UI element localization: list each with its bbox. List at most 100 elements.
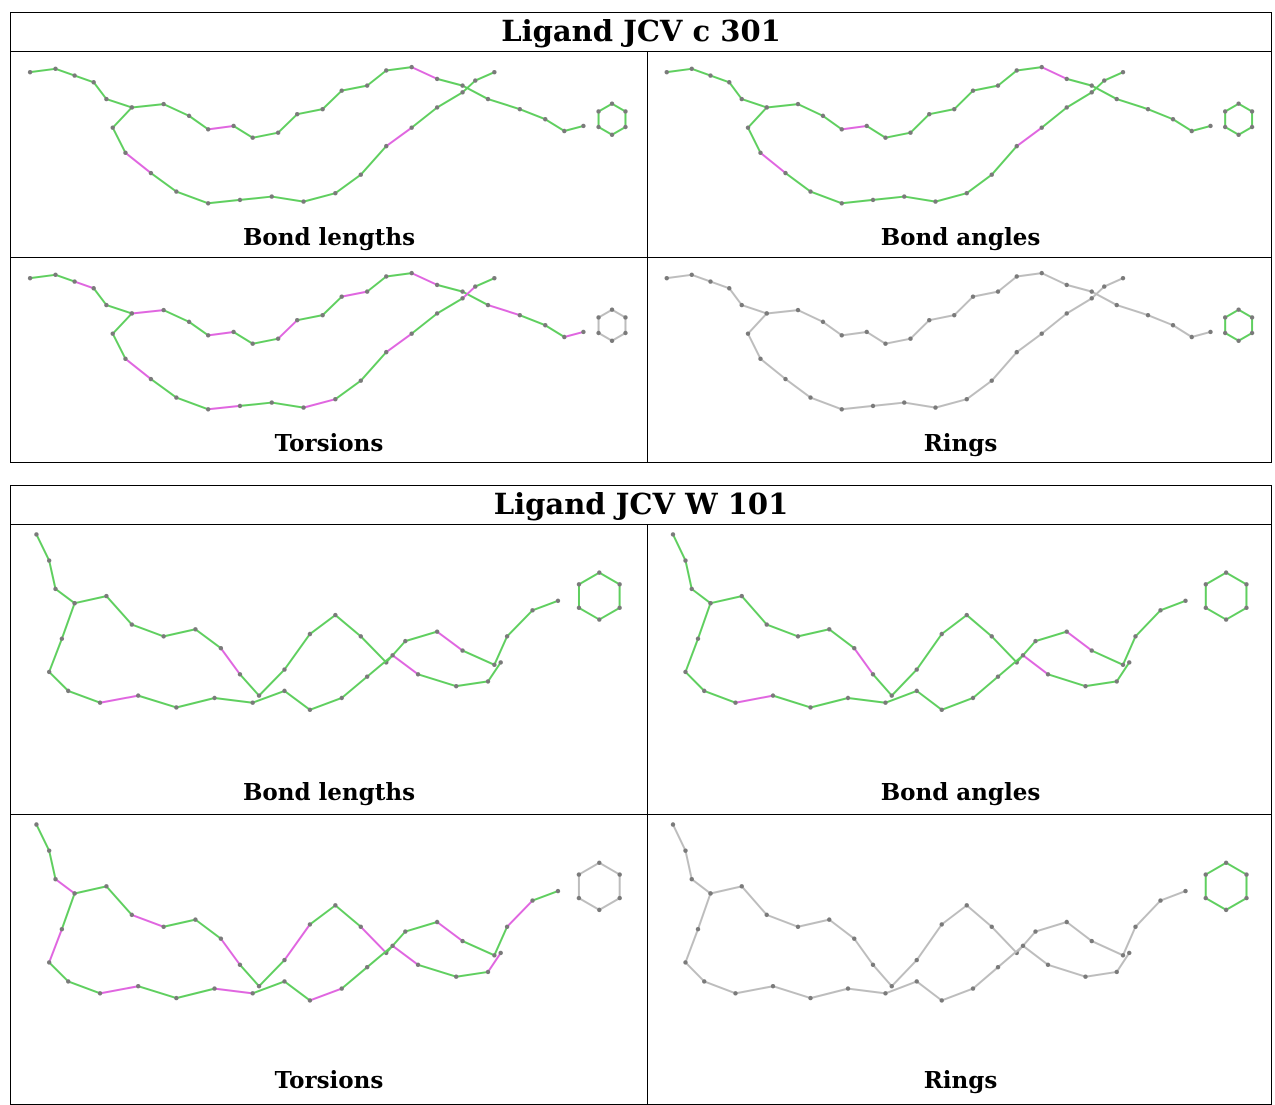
bond <box>1205 897 1227 911</box>
atom <box>576 605 582 611</box>
atom <box>473 284 478 289</box>
bond <box>759 152 787 174</box>
bond <box>740 595 768 626</box>
atom <box>358 172 363 177</box>
atom <box>1249 330 1255 336</box>
atom <box>46 669 52 675</box>
atom <box>883 991 888 996</box>
bond <box>885 980 918 995</box>
bond <box>208 404 241 411</box>
bond <box>48 671 69 692</box>
bond <box>1016 332 1043 353</box>
atom <box>1127 950 1132 956</box>
atom <box>739 96 744 102</box>
bond <box>904 195 936 203</box>
bond <box>747 312 768 335</box>
bond <box>334 173 362 195</box>
atom <box>870 403 876 409</box>
atom <box>415 672 421 677</box>
bond <box>991 635 1018 664</box>
bond <box>966 379 993 401</box>
bond <box>112 312 133 335</box>
atom <box>123 356 128 362</box>
bond <box>176 190 209 205</box>
atom <box>104 96 109 102</box>
atom <box>295 317 300 323</box>
atom <box>530 898 535 903</box>
bond <box>784 172 812 193</box>
atom <box>1203 605 1209 611</box>
bond <box>360 635 387 664</box>
atom <box>1114 302 1119 308</box>
atom <box>123 150 128 156</box>
bond <box>544 118 565 132</box>
bond <box>220 647 241 675</box>
bond <box>1047 963 1086 978</box>
atom <box>623 315 628 320</box>
bond <box>598 126 613 136</box>
atom <box>1236 307 1241 312</box>
atom <box>129 105 135 110</box>
atom <box>883 135 888 140</box>
bond <box>1160 599 1186 612</box>
atom <box>995 289 1001 294</box>
bond <box>564 124 584 132</box>
atom <box>409 125 414 130</box>
atom <box>795 307 801 313</box>
bond <box>277 319 298 340</box>
atom <box>970 695 976 701</box>
bond <box>1085 680 1117 688</box>
atom <box>148 376 154 382</box>
bond <box>1066 91 1093 109</box>
atom <box>72 891 77 896</box>
atom <box>339 986 344 991</box>
bond <box>436 921 464 942</box>
atom <box>269 400 274 405</box>
atom <box>1133 924 1138 929</box>
atom <box>301 405 306 410</box>
bond <box>703 689 736 704</box>
atom <box>883 341 888 346</box>
atom <box>53 877 58 882</box>
bond <box>941 987 974 1002</box>
atom <box>403 929 408 934</box>
bond <box>1041 66 1068 80</box>
molecule-image <box>664 64 1255 206</box>
atom <box>597 860 602 865</box>
bond <box>1224 308 1240 319</box>
atom <box>1127 660 1132 665</box>
atom <box>34 532 39 537</box>
atom <box>964 191 969 196</box>
bond <box>972 290 999 298</box>
atom <box>161 307 166 313</box>
atom <box>333 191 338 196</box>
bond <box>214 697 253 704</box>
atom <box>1222 315 1228 320</box>
bond <box>966 904 993 928</box>
atom <box>1244 605 1249 611</box>
atom <box>902 194 907 199</box>
molecule-image <box>664 270 1255 412</box>
bond <box>841 124 867 131</box>
bond <box>1091 940 1124 957</box>
bond <box>341 290 368 298</box>
atom <box>609 101 615 106</box>
bond <box>99 985 139 995</box>
bond <box>474 277 495 288</box>
bond <box>691 67 711 77</box>
bond <box>309 904 336 926</box>
panel-bond-lengths: Bond lengths <box>11 525 647 814</box>
atom <box>434 311 440 316</box>
bond <box>1224 102 1240 113</box>
atom <box>702 979 707 984</box>
atom <box>623 124 628 130</box>
molecule-image <box>34 532 622 713</box>
bond <box>74 74 95 84</box>
atom <box>933 405 938 410</box>
bond <box>697 893 712 930</box>
block-title: Ligand JCV c 301 <box>11 13 1271 52</box>
bond <box>67 980 101 995</box>
atom <box>1249 109 1255 114</box>
bond <box>872 964 893 987</box>
bond <box>417 963 457 978</box>
